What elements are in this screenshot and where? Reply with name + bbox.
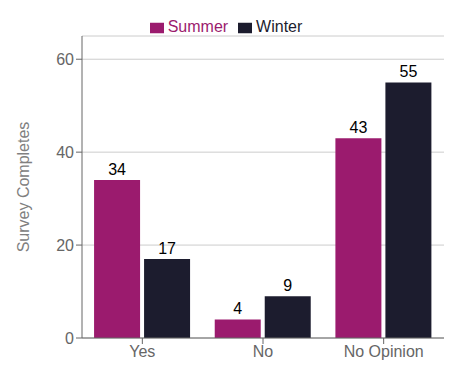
svg-text:34: 34 [108, 161, 126, 178]
svg-text:55: 55 [400, 63, 418, 80]
svg-text:9: 9 [283, 277, 292, 294]
svg-text:43: 43 [350, 119, 368, 136]
svg-text:0: 0 [65, 330, 74, 347]
html-text:Summer: Summer [167, 18, 229, 35]
svg-text:40: 40 [56, 144, 74, 161]
svg-text:4: 4 [233, 300, 242, 317]
svg-text:No Opinion: No Opinion [344, 343, 424, 360]
html-text:Winter: Winter [256, 18, 303, 35]
svg-text:Yes: Yes [129, 343, 155, 360]
svg-text:17: 17 [158, 240, 176, 257]
svg-text:Survey Completes: Survey Completes [15, 122, 32, 253]
svg-text:60: 60 [56, 51, 74, 68]
svg-text:No: No [253, 343, 274, 360]
svg-text:20: 20 [56, 237, 74, 254]
